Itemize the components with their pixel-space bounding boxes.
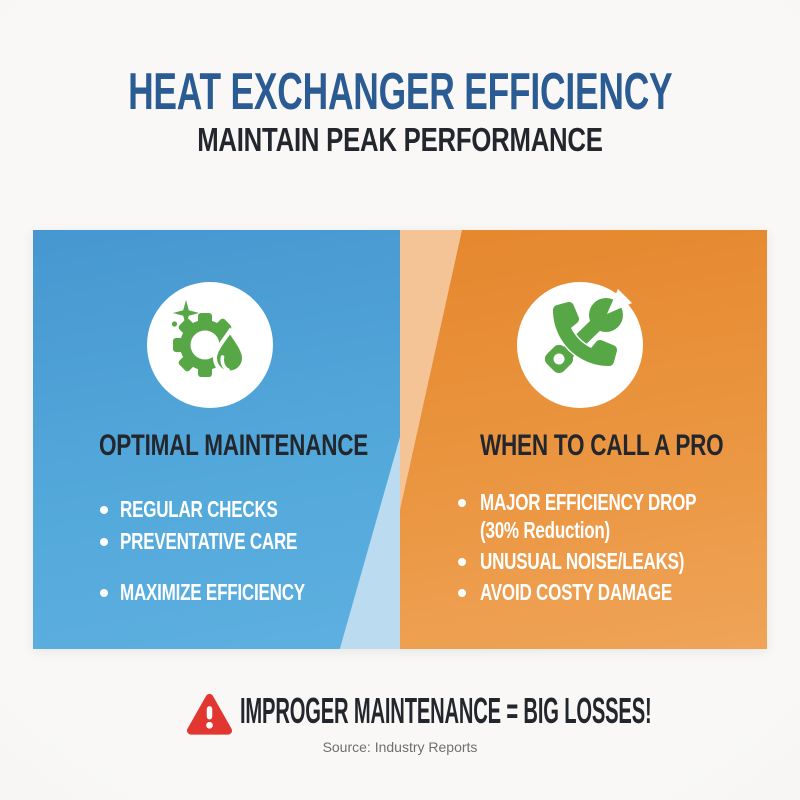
sparkle-gear-droplet-icon <box>147 282 273 408</box>
right-panel-heading: WHEN TO CALL A PRO <box>480 431 767 461</box>
bullet-dot <box>100 589 108 597</box>
list-item-line2: (30% Reduction) <box>480 516 611 543</box>
warning-triangle-icon <box>186 691 233 737</box>
left-panel-heading: OPTIMAL MAINTENANCE <box>99 431 400 461</box>
page-title-text: HEAT EXCHANGER EFFICIENCY <box>128 63 673 121</box>
list-item: PREVENTATIVE CARE <box>100 528 359 556</box>
bullet-dot <box>458 589 466 597</box>
list-item-text: AVOID COSTY DAMAGE <box>480 579 673 605</box>
bullet-dot <box>100 506 108 514</box>
page-title: HEAT EXCHANGER EFFICIENCY <box>0 66 800 118</box>
panel-when-to-call-a-pro: WHEN TO CALL A PRO MAJOR EFFICIENCY DROP… <box>400 230 767 649</box>
bullet-dot <box>100 538 108 546</box>
page-subtitle: MAINTAIN PEAK PERFORMANCE <box>0 123 800 156</box>
source-note: Source: Industry Reports <box>322 739 478 755</box>
comparison-panels: OPTIMAL MAINTENANCE REGULAR CHECKS PREVE… <box>33 230 767 649</box>
list-item-line1: MAJOR EFFICIENCY DROP <box>480 489 697 515</box>
list-item: REGULAR CHECKS <box>100 496 333 524</box>
list-item: MAXIMIZE EFFICIENCY <box>100 579 370 607</box>
list-item-text: PREVENTATIVE CARE <box>120 528 298 554</box>
list-item: AVOID COSTY DAMAGE <box>458 579 740 607</box>
panel-optimal-maintenance: OPTIMAL MAINTENANCE REGULAR CHECKS PREVE… <box>33 230 400 649</box>
left-panel-heading-text: OPTIMAL MAINTENANCE <box>99 429 369 462</box>
bullet-dot <box>458 558 466 566</box>
list-item: UNUSUAL NOISE/LEAKS) <box>458 548 756 576</box>
list-item-text: MAJOR EFFICIENCY DROP (30% Reduction) <box>480 489 767 544</box>
list-item: MAJOR EFFICIENCY DROP (30% Reduction) <box>458 489 767 544</box>
phone-wrench-icon <box>517 282 643 408</box>
right-panel-heading-text: WHEN TO CALL A PRO <box>480 429 724 462</box>
list-item-text: REGULAR CHECKS <box>120 496 278 522</box>
warning-message: IMPROGER MAINTENANCE = BIG LOSSES! <box>240 693 800 729</box>
list-item-text: UNUSUAL NOISE/LEAKS) <box>480 548 685 574</box>
warning-message-text: IMPROGER MAINTENANCE = BIG LOSSES! <box>240 690 652 731</box>
page-subtitle-text: MAINTAIN PEAK PERFORMANCE <box>197 121 603 158</box>
bullet-dot <box>458 499 466 507</box>
list-item-text: MAXIMIZE EFFICIENCY <box>120 579 305 605</box>
